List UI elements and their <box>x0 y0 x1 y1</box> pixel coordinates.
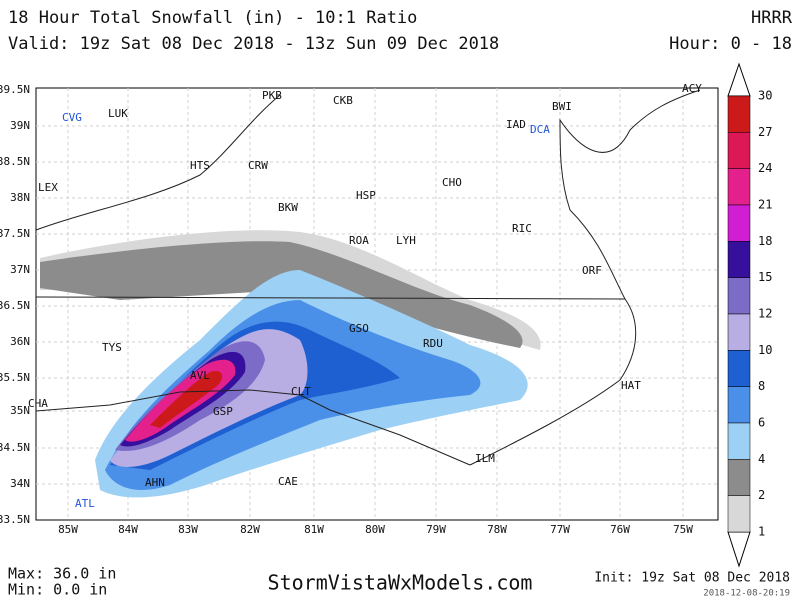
city: RDU <box>423 337 443 350</box>
legend-band <box>727 95 751 133</box>
city: AHN <box>145 476 165 489</box>
city: CVG <box>62 111 82 124</box>
city: HTS <box>190 159 210 172</box>
city: ATL <box>75 497 95 510</box>
legend-label: 2 <box>758 488 765 502</box>
city: BWI <box>552 100 572 113</box>
legend-band <box>727 350 751 387</box>
lon-labels: 85W 84W 83W 82W 81W 80W 79W 78W 77W 76W … <box>58 523 693 536</box>
legend-band <box>727 313 751 351</box>
city: BKW <box>278 201 298 214</box>
init: Init: 19z Sat 08 Dec 2018 <box>594 571 790 586</box>
city: ILM <box>475 452 495 465</box>
title: 18 Hour Total Snowfall (in) - 10:1 Ratio <box>8 8 417 28</box>
legend-label: 30 <box>758 89 772 103</box>
lat-label: 38.5N <box>0 155 30 168</box>
legend-label: 24 <box>758 161 772 175</box>
city: CHA <box>28 397 48 410</box>
legend-band <box>727 459 751 496</box>
city: RIC <box>512 222 532 235</box>
city: ACY <box>682 82 702 95</box>
lon-label: 84W <box>118 523 138 536</box>
snowfall <box>40 230 541 498</box>
graticule <box>36 88 718 520</box>
lat-label: 34N <box>10 477 30 490</box>
legend-band <box>727 168 751 206</box>
site: StormVistaWxModels.com <box>268 571 533 595</box>
legend-band <box>727 386 751 424</box>
lat-label: 37N <box>10 263 30 276</box>
city: DCA <box>530 123 550 136</box>
legend-arrow-top <box>727 62 751 97</box>
lat-label: 34.5N <box>0 441 30 454</box>
lon-label: 75W <box>673 523 693 536</box>
lat-labels: 39.5N 39N 38.5N 38N 37.5N 37N 36.5N 36N … <box>0 83 30 526</box>
legend-label: 18 <box>758 234 772 248</box>
hours: Hour: 0 - 18 <box>669 34 792 54</box>
lon-label: 83W <box>178 523 198 536</box>
legend-band <box>727 241 751 278</box>
stamp: 2018-12-08-20:19 <box>703 589 790 599</box>
legend-label: 21 <box>758 198 772 212</box>
map <box>35 87 719 521</box>
city: GSP <box>213 405 233 418</box>
lat-label: 35N <box>10 404 30 417</box>
lon-label: 79W <box>426 523 446 536</box>
cities: LUK CVG PKB CKB BWI ACY IAD DCA HTS CRW … <box>28 82 702 510</box>
city: HSP <box>356 189 376 202</box>
lon-label: 81W <box>304 523 324 536</box>
legend-band <box>727 277 751 315</box>
city: ROA <box>349 234 369 247</box>
city: CHO <box>442 176 462 189</box>
lat-label: 39N <box>10 119 30 132</box>
legend-band <box>727 204 751 242</box>
city: TYS <box>102 341 122 354</box>
city: PKB <box>262 89 282 102</box>
city: AVL <box>190 369 210 382</box>
city: LYH <box>396 234 416 247</box>
legend-label: 15 <box>758 270 772 284</box>
city: HAT <box>621 379 641 392</box>
legend-label: 6 <box>758 416 765 430</box>
borders <box>35 89 701 466</box>
lon-label: 78W <box>487 523 507 536</box>
lat-label: 39.5N <box>0 83 30 96</box>
lon-label: 82W <box>240 523 260 536</box>
legend-label: 27 <box>758 125 772 139</box>
lon-label: 80W <box>365 523 385 536</box>
city: IAD <box>506 118 526 131</box>
legend-label: 4 <box>758 452 765 466</box>
max: Max: 36.0 in <box>8 565 116 583</box>
legend-label: 1 <box>758 525 765 539</box>
legend-band <box>727 132 751 169</box>
city: CKB <box>333 94 353 107</box>
lat-label: 33.5N <box>0 513 30 526</box>
lon-label: 76W <box>610 523 630 536</box>
lat-label: 35.5N <box>0 371 30 384</box>
city: CRW <box>248 159 268 172</box>
city: ORF <box>582 264 602 277</box>
legend-label: 10 <box>758 343 772 357</box>
lon-label: 85W <box>58 523 78 536</box>
city: CLT <box>291 385 311 398</box>
valid: Valid: 19z Sat 08 Dec 2018 - 13z Sun 09 … <box>8 34 499 54</box>
city: GSO <box>349 322 369 335</box>
city: LUK <box>108 107 128 120</box>
lon-label: 77W <box>550 523 570 536</box>
legend-label: 12 <box>758 307 772 321</box>
lat-label: 38N <box>10 191 30 204</box>
min: Min: 0.0 in <box>8 581 107 599</box>
legend-band <box>727 422 751 460</box>
legend-band <box>727 495 751 533</box>
legend-label: 8 <box>758 379 765 393</box>
lat-label: 36N <box>10 335 30 348</box>
model: HRRR <box>751 8 793 28</box>
lat-label: 37.5N <box>0 227 30 240</box>
legend-arrow-bottom <box>727 531 751 568</box>
city: LEX <box>38 181 58 194</box>
lat-label: 36.5N <box>0 299 30 312</box>
city: CAE <box>278 475 298 488</box>
